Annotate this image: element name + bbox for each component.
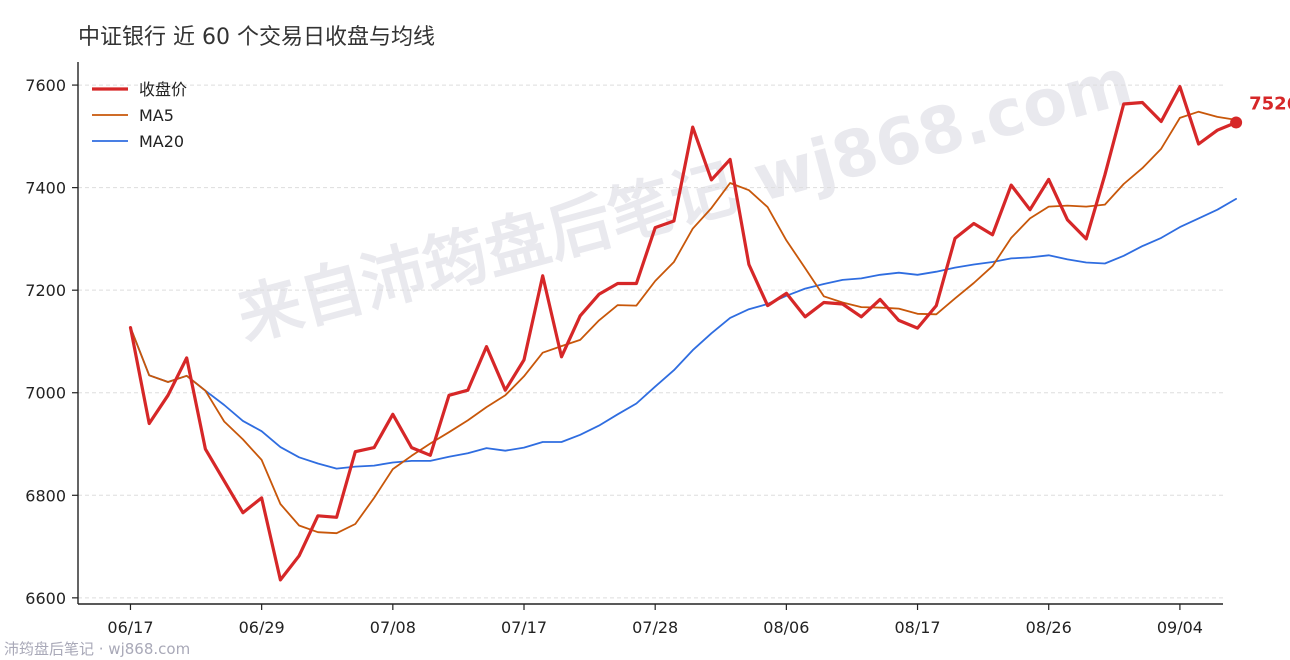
last-point-marker bbox=[1230, 116, 1243, 129]
chart-title: 中证银行 近 60 个交易日收盘与均线 bbox=[78, 25, 435, 50]
watermark-layer: 来自沛筠盘后笔记 wj868.com bbox=[230, 45, 1140, 355]
series-line-0 bbox=[128, 85, 1238, 582]
grid bbox=[78, 84, 1223, 599]
y-tick-label: 7400 bbox=[25, 179, 66, 198]
y-tick-label: 7200 bbox=[25, 281, 66, 300]
y-tick-label: 6600 bbox=[25, 589, 66, 608]
series-lines: 7526.96 bbox=[128, 85, 1290, 582]
legend-label-0: 收盘价 bbox=[139, 80, 187, 99]
series-line-2 bbox=[129, 198, 1237, 470]
x-tick-label: 07/28 bbox=[632, 618, 678, 637]
x-tick-label: 06/29 bbox=[239, 618, 285, 637]
legend: 收盘价 MA5 MA20 bbox=[92, 80, 187, 151]
last-value-label: 7526.96 bbox=[1249, 94, 1290, 115]
watermark: 来自沛筠盘后笔记 wj868.com bbox=[230, 45, 1140, 355]
footer-credit: 沛筠盘后笔记 · wj868.com bbox=[4, 640, 190, 658]
x-tick-label: 07/08 bbox=[370, 618, 416, 637]
series-line-1 bbox=[129, 110, 1237, 535]
x-tick-label: 08/06 bbox=[763, 618, 809, 637]
axes: 6600 6800 7000 7200 7400 7600 06/17 06/29 07/08 0… bbox=[25, 62, 1223, 637]
y-tick-label: 6800 bbox=[25, 486, 66, 505]
legend-label-2: MA20 bbox=[139, 132, 184, 151]
x-tick-label: 08/26 bbox=[1026, 618, 1072, 637]
x-tick-label: 09/04 bbox=[1157, 618, 1203, 637]
y-tick-label: 7600 bbox=[25, 76, 66, 95]
x-tick-label: 06/17 bbox=[107, 618, 153, 637]
x-tick-label: 07/17 bbox=[501, 618, 547, 637]
y-tick-label: 7000 bbox=[25, 384, 66, 403]
x-tick-label: 08/17 bbox=[894, 618, 940, 637]
legend-label-1: MA5 bbox=[139, 106, 174, 125]
